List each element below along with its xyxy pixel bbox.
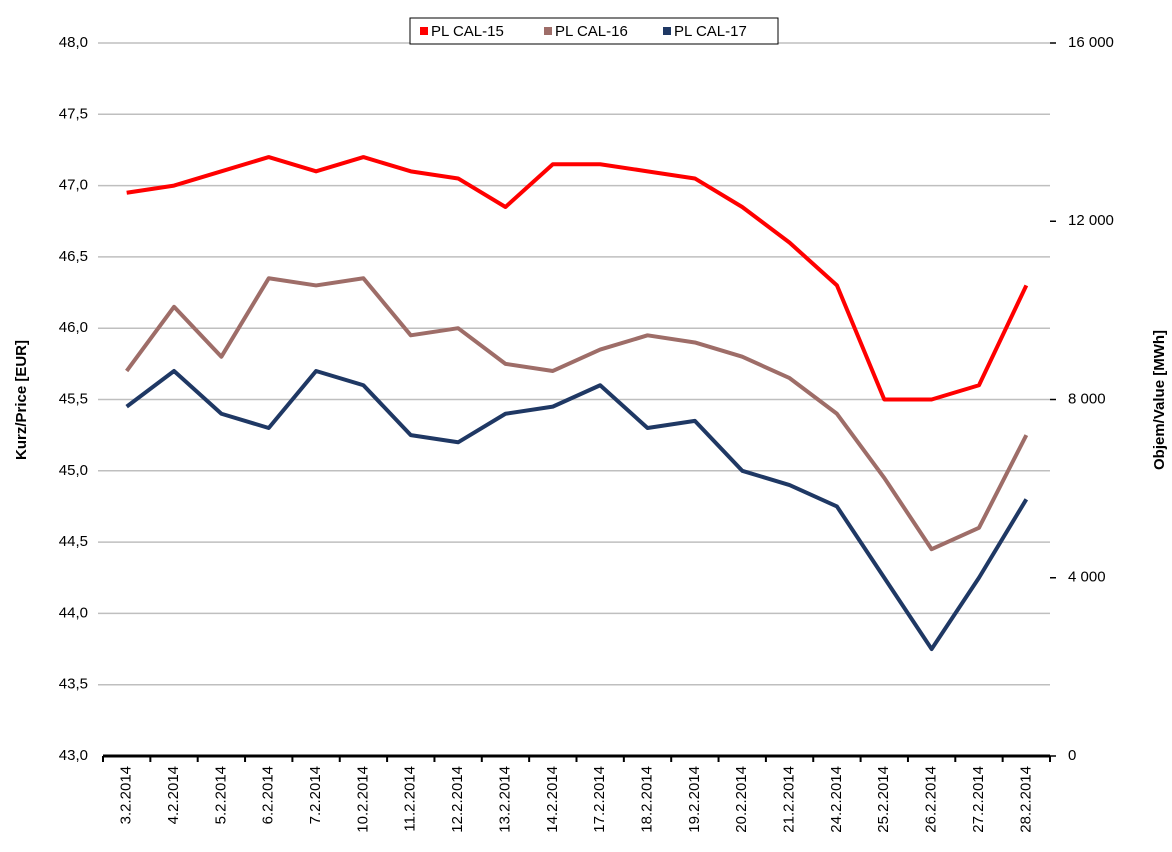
legend-box (409, 17, 779, 45)
y-axis-title: Kurz/Price [EUR] (13, 340, 30, 460)
x-tick-label: 11.2.2014 (402, 766, 419, 832)
x-tick-label: 28.2.2014 (1017, 766, 1034, 833)
legend-swatch (420, 27, 428, 35)
x-tick-label: 19.2.2014 (686, 766, 703, 833)
y-tick-label: 44,5 (59, 533, 88, 550)
x-tick-label: 21.2.2014 (781, 766, 798, 833)
x-tick-label: 26.2.2014 (923, 766, 940, 833)
legend-label: PL CAL-15 (431, 23, 504, 40)
x-tick-label: 25.2.2014 (875, 766, 892, 833)
x-tick-label: 20.2.2014 (733, 766, 750, 833)
y2-tick-label: 16 000 (1068, 34, 1114, 51)
y-tick-label: 46,5 (59, 248, 88, 265)
x-tick-label: 17.2.2014 (591, 766, 608, 833)
legend-swatch (544, 27, 552, 35)
y-tick-label: 45,0 (59, 462, 88, 479)
y-tick-label: 45,5 (59, 390, 88, 407)
y2-tick-label: 12 000 (1068, 212, 1114, 229)
x-tick-label: 27.2.2014 (970, 766, 987, 833)
y-tick-label: 43,5 (59, 676, 88, 693)
x-tick-label: 7.2.2014 (307, 766, 324, 824)
x-tick-label: 24.2.2014 (828, 766, 845, 833)
y-tick-label: 47,5 (59, 105, 88, 122)
y-tick-label: 44,0 (59, 604, 88, 621)
series-line (125, 368, 1029, 652)
series-line (125, 276, 1029, 552)
y-tick-label: 46,0 (59, 319, 88, 336)
x-tick-label: 6.2.2014 (260, 766, 277, 824)
y-tick-label: 48,0 (59, 34, 88, 51)
legend-swatch (663, 27, 671, 35)
legend-label: PL CAL-17 (674, 23, 747, 40)
x-tick-label: 10.2.2014 (354, 766, 371, 833)
x-tick-label: 13.2.2014 (496, 766, 513, 833)
legend-label: PL CAL-16 (555, 23, 628, 40)
x-tick-label: 18.2.2014 (638, 766, 655, 833)
y2-axis-title: Objem/Value [MWh] (1151, 330, 1168, 470)
y2-tick-label: 8 000 (1068, 390, 1106, 407)
x-tick-label: 5.2.2014 (212, 766, 229, 824)
y-tick-label: 43,0 (59, 747, 88, 764)
y2-tick-label: 4 000 (1068, 569, 1106, 586)
y-tick-label: 47,0 (59, 177, 88, 194)
x-tick-label: 3.2.2014 (118, 766, 135, 824)
series-line (126, 155, 1029, 402)
x-tick-label: 14.2.2014 (544, 766, 561, 833)
y2-tick-label: 0 (1068, 747, 1076, 764)
x-tick-label: 4.2.2014 (165, 766, 182, 824)
x-tick-label: 12.2.2014 (449, 766, 466, 833)
